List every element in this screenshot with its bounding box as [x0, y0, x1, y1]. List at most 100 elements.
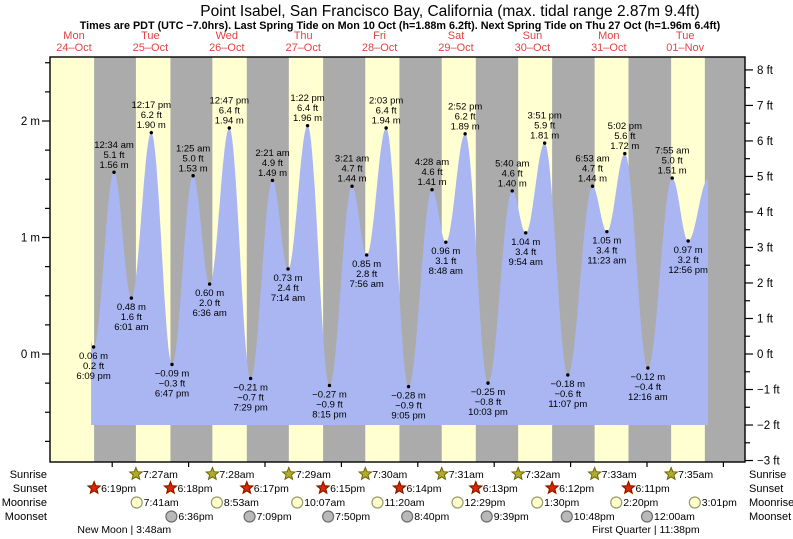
right-axis-label: 4 ft: [757, 207, 774, 219]
sunset-star-icon: [468, 480, 484, 495]
sunset-time: 6:19pm: [101, 483, 136, 495]
sunrise-star-icon: [128, 466, 144, 481]
right-axis-label: 3 ft: [757, 242, 774, 254]
sunset-star-icon: [392, 480, 407, 495]
day-weekday-label: Sat: [448, 30, 465, 42]
day-weekday-label: Wed: [216, 30, 238, 42]
tide-extreme-dot: [191, 174, 195, 178]
tide-extreme-label: 1.53 m: [179, 163, 208, 174]
tide-extreme-label: 7:55 am: [655, 146, 689, 157]
sunset-star-icon: [621, 480, 636, 495]
sunrise-time: 7:29am: [296, 469, 331, 481]
moonset-icon: [322, 510, 335, 523]
tide-extreme-label: 5.0 ft: [662, 156, 683, 167]
day-weekday-label: Tue: [141, 30, 160, 42]
day-date-label: 30–Oct: [515, 42, 550, 54]
row-label-left: Sunset: [13, 483, 47, 495]
tide-extreme-label: 1.94 m: [372, 115, 401, 126]
moonrise-time: 3:01pm: [702, 497, 737, 509]
tide-extreme-label: 1.40 m: [498, 178, 527, 189]
tide-extreme-dot: [486, 381, 490, 385]
day-date-label: 25–Oct: [133, 42, 168, 54]
right-axis-label: 7 ft: [757, 100, 774, 112]
tide-extreme-label: 0.60 m: [195, 288, 224, 299]
tide-extreme-label: 6:01 am: [114, 322, 148, 333]
tide-extreme-label: 0.97 m: [674, 245, 703, 256]
day-weekday-label: Mon: [63, 30, 84, 42]
tide-extreme-label: −0.09 m: [155, 368, 190, 379]
day-weekday-label: Mon: [598, 30, 619, 42]
tide-extreme-dot: [510, 189, 514, 193]
tide-extreme-label: 2:03 pm: [369, 95, 403, 106]
right-axis-label: 5 ft: [757, 171, 774, 183]
tide-extreme-dot: [364, 253, 369, 257]
tide-extreme-label: −0.27 m: [312, 389, 347, 400]
tide-extreme-dot: [248, 376, 253, 381]
sunset-star-icon: [315, 480, 331, 495]
tide-extreme-label: 12:47 pm: [209, 95, 249, 106]
moonrise-icon: [531, 496, 544, 509]
daylight-band: [50, 57, 95, 462]
tide-extreme-dot: [327, 383, 332, 388]
tide-extreme-label: 2:21 am: [255, 148, 289, 159]
right-axis-label: 6 ft: [757, 136, 774, 148]
moonset-time: 7:50pm: [335, 511, 370, 523]
tide-extreme-label: 1.6 ft: [121, 312, 142, 323]
tide-extreme-dot: [286, 267, 290, 271]
tide-extreme-label: −0.18 m: [550, 379, 585, 390]
tide-extreme-label: 3.1 ft: [435, 256, 456, 267]
right-axis-label: −1 ft: [757, 385, 781, 397]
sunset-time: 6:14pm: [406, 483, 441, 495]
tide-extreme-label: 1:22 pm: [290, 93, 324, 104]
tide-extreme-label: 4.6 ft: [421, 167, 442, 178]
tide-extreme-dot: [149, 130, 154, 135]
tide-extreme-dot: [605, 229, 609, 234]
tide-extreme-label: 3.2 ft: [678, 255, 699, 266]
tide-extreme-label: 11:23 am: [587, 256, 626, 267]
moonrise-time: 10:07am: [304, 497, 345, 509]
tide-extreme-dot: [463, 132, 467, 136]
right-axis-label: −2 ft: [757, 420, 781, 432]
tide-extreme-label: 6.2 ft: [141, 110, 162, 121]
tide-extreme-label: −0.21 m: [233, 382, 268, 393]
sunset-star-icon: [544, 480, 560, 495]
right-axis-label: 2 ft: [757, 278, 774, 290]
sunrise-star-icon: [434, 466, 450, 481]
tide-extreme-label: 1.51 m: [658, 166, 687, 177]
day-date-label: 01–Nov: [666, 42, 704, 54]
tide-extreme-dot: [566, 373, 570, 377]
moonrise-icon: [291, 496, 304, 509]
day-weekday-label: Sun: [523, 30, 543, 42]
moonset-icon: [165, 510, 178, 523]
moon-phase-label: First Quarter | 11:38pm: [592, 524, 700, 536]
sunset-time: 6:13pm: [483, 483, 518, 495]
moonrise-icon: [610, 496, 623, 509]
tide-extreme-label: −0.25 m: [471, 387, 506, 398]
tide-extreme-label: 7:56 am: [349, 279, 383, 290]
day-date-label: 27–Oct: [285, 42, 320, 54]
tide-extreme-dot: [91, 345, 96, 349]
moonrise-icon: [130, 496, 143, 509]
sunrise-time: 7:33am: [602, 469, 637, 481]
sunrise-time: 7:31am: [449, 469, 484, 481]
tide-extreme-label: −0.9 ft: [395, 401, 422, 412]
tide-extreme-dot: [670, 176, 674, 180]
moonrise-time: 8:53am: [224, 497, 259, 509]
tide-extreme-label: 1:25 am: [176, 143, 210, 154]
tide-extreme-dot: [542, 141, 547, 145]
tide-extreme-label: 12:56 pm: [668, 265, 708, 276]
tide-extreme-dot: [112, 170, 116, 174]
day-weekday-label: Tue: [676, 30, 695, 42]
tide-extreme-dot: [170, 362, 174, 367]
tide-extreme-label: 4.9 ft: [262, 158, 283, 169]
tide-extreme-label: 2.8 ft: [356, 269, 377, 280]
tide-extreme-label: −0.9 ft: [316, 399, 343, 410]
tide-extreme-label: 5.1 ft: [103, 150, 124, 161]
moonset-time: 7:09pm: [257, 511, 292, 523]
tide-extreme-label: 1.89 m: [451, 121, 480, 132]
sunset-time: 6:17pm: [254, 483, 289, 495]
tide-extreme-label: 1.41 m: [417, 177, 446, 188]
tide-extreme-dot: [444, 240, 448, 244]
